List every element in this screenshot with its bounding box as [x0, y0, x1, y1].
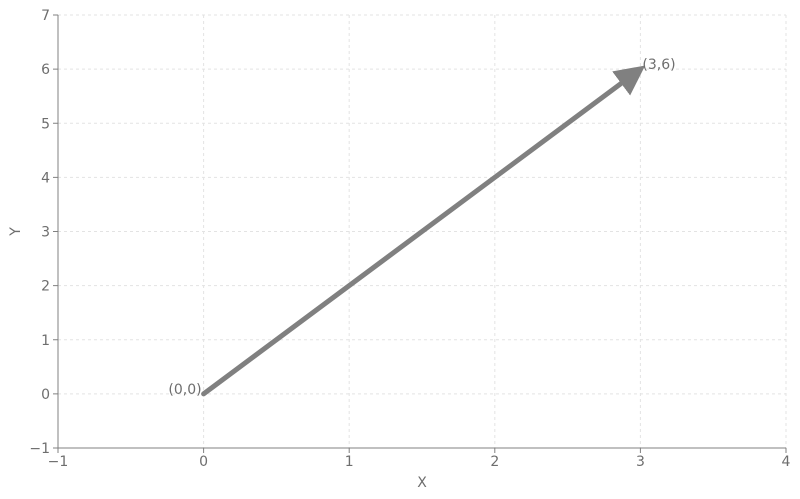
series	[201, 65, 646, 397]
vector-arrow	[201, 65, 646, 397]
x-tick-label: 2	[490, 454, 499, 470]
y-tick-label: 7	[41, 8, 50, 24]
y-tick-label: 4	[41, 170, 50, 186]
point-annotation: (3,6)	[642, 57, 675, 73]
x-tick-label: 1	[345, 454, 354, 470]
y-tick-label: 5	[41, 116, 50, 132]
y-ticks: −1 0 1 2 3 4 5 6 7	[29, 8, 58, 457]
x-tick-label: −1	[48, 454, 69, 470]
y-tick-label: 6	[41, 62, 50, 78]
point-annotation: (0,0)	[168, 382, 201, 398]
y-tick-label: −1	[29, 441, 50, 457]
x-tick-label: 4	[782, 454, 791, 470]
x-axis-label: X	[417, 475, 427, 491]
y-tick-label: 2	[41, 279, 50, 295]
y-tick-label: 3	[41, 225, 50, 241]
x-tick-label: 0	[199, 454, 208, 470]
y-tick-label: 0	[41, 387, 50, 403]
x-tick-label: 3	[636, 454, 645, 470]
y-axis-label: Y	[8, 227, 24, 237]
y-tick-label: 1	[41, 333, 50, 349]
x-ticks: −1 0 1 2 3 4	[48, 448, 791, 470]
annotations: (0,0) (3,6)	[168, 57, 675, 398]
